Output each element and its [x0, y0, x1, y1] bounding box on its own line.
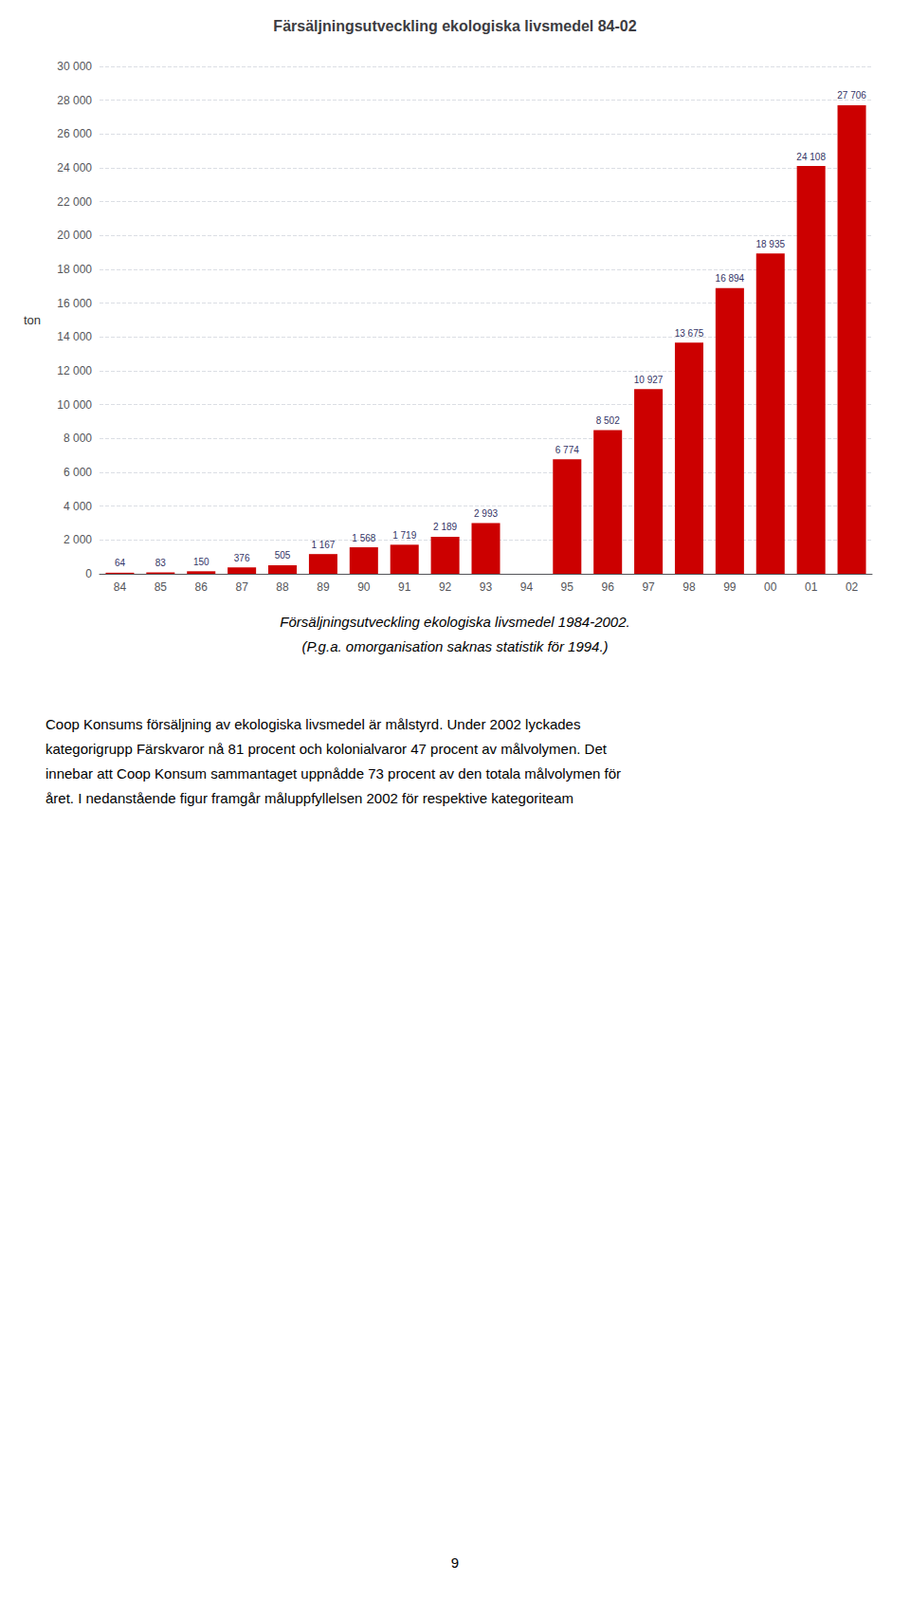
svg-text:150: 150 [193, 556, 210, 567]
svg-text:90: 90 [357, 580, 371, 594]
svg-text:2 993: 2 993 [473, 508, 498, 519]
svg-text:8 502: 8 502 [596, 415, 620, 426]
svg-text:12 000: 12 000 [56, 364, 92, 378]
svg-text:13 675: 13 675 [674, 327, 705, 339]
svg-text:16 894: 16 894 [715, 273, 746, 284]
svg-text:89: 89 [316, 580, 330, 594]
svg-text:22 000: 22 000 [56, 195, 92, 209]
svg-text:27 706: 27 706 [837, 90, 867, 101]
svg-text:14 000: 14 000 [56, 329, 92, 344]
svg-text:00: 00 [764, 580, 778, 594]
svg-text:85: 85 [154, 580, 168, 594]
svg-text:505: 505 [274, 549, 292, 561]
svg-text:28 000: 28 000 [56, 93, 92, 108]
svg-text:88: 88 [275, 580, 290, 594]
svg-text:innebar att Coop Konsum samman: innebar att Coop Konsum sammantaget uppn… [45, 764, 621, 782]
svg-text:6 000: 6 000 [63, 465, 92, 479]
svg-text:93: 93 [479, 580, 493, 594]
svg-text:0: 0 [85, 566, 92, 581]
svg-text:8 000: 8 000 [63, 431, 92, 445]
svg-text:26 000: 26 000 [56, 127, 92, 141]
svg-text:2 000: 2 000 [63, 532, 92, 546]
svg-text:91: 91 [398, 580, 412, 594]
svg-text:6 774: 6 774 [555, 444, 580, 455]
svg-text:64: 64 [114, 557, 127, 568]
svg-text:01: 01 [804, 580, 819, 594]
svg-text:96: 96 [601, 580, 616, 594]
svg-text:02: 02 [845, 580, 859, 594]
svg-text:4 000: 4 000 [63, 499, 92, 513]
svg-text:376: 376 [234, 552, 251, 564]
svg-text:97: 97 [641, 580, 656, 594]
svg-text:2 189: 2 189 [433, 521, 457, 532]
svg-text:kategorigrupp Färskvaror nå 81: kategorigrupp Färskvaror nå 81 procent o… [45, 740, 608, 757]
svg-text:1 167: 1 167 [310, 539, 335, 550]
svg-text:94: 94 [520, 580, 534, 594]
svg-text:86: 86 [195, 580, 209, 594]
svg-text:92: 92 [438, 580, 453, 594]
svg-text:året. I nedanstående figur fra: året. I nedanstående figur framgår målup… [45, 789, 574, 806]
svg-text:Färsäljningsutveckling ekologi: Färsäljningsutveckling ekologiska livsme… [273, 18, 637, 35]
svg-text:1 719: 1 719 [392, 529, 417, 541]
svg-text:18 935: 18 935 [755, 238, 785, 250]
svg-text:24 108: 24 108 [796, 151, 826, 163]
svg-text:16 000: 16 000 [56, 296, 92, 310]
svg-text:87: 87 [235, 580, 249, 594]
svg-text:99: 99 [723, 580, 737, 594]
svg-text:98: 98 [682, 580, 696, 594]
svg-text:83: 83 [155, 557, 167, 568]
svg-text:30 000: 30 000 [56, 59, 92, 73]
svg-text:24 000: 24 000 [56, 161, 92, 175]
svg-text:ton: ton [23, 312, 41, 328]
svg-text:20 000: 20 000 [56, 228, 92, 242]
svg-text:95: 95 [561, 580, 575, 594]
svg-text:10 000: 10 000 [56, 398, 92, 412]
svg-text:84: 84 [113, 580, 128, 594]
svg-text:(P.g.a. omorganisation saknas: (P.g.a. omorganisation saknas statistik … [301, 637, 608, 655]
svg-text:Coop Konsums försäljning av ek: Coop Konsums försäljning av ekologiska l… [45, 715, 581, 732]
svg-text:Försäljningsutveckling ekologi: Försäljningsutveckling ekologiska livsme… [279, 613, 630, 630]
svg-text:9: 9 [451, 1553, 459, 1570]
svg-text:1 568: 1 568 [351, 532, 376, 544]
svg-text:10 927: 10 927 [634, 374, 664, 385]
svg-text:18 000: 18 000 [56, 262, 92, 276]
